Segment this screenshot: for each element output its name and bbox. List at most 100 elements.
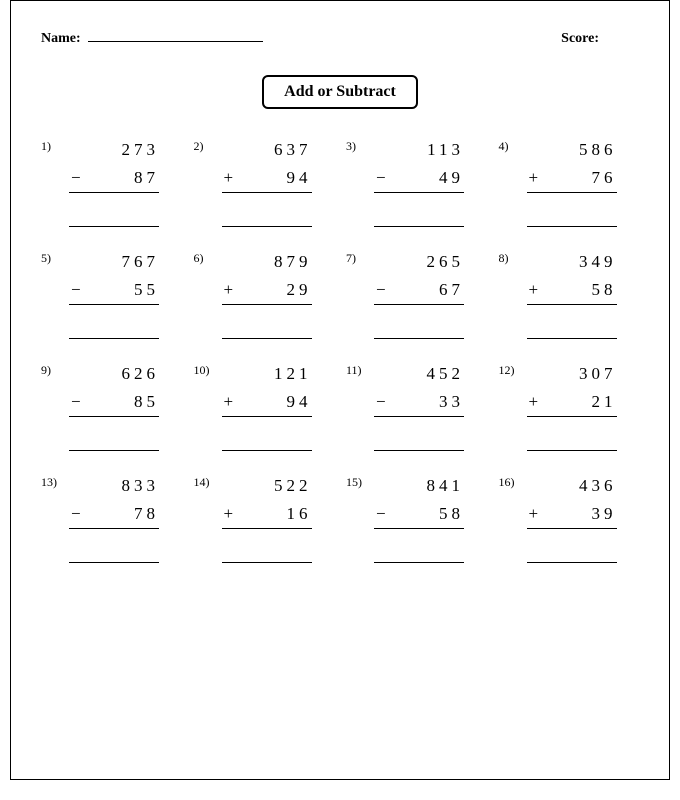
operand-top: 113 bbox=[374, 137, 464, 163]
name-blank-line[interactable] bbox=[88, 41, 263, 42]
problem: 6)879+29 bbox=[194, 249, 335, 339]
operator: − bbox=[69, 501, 81, 527]
operator: − bbox=[374, 501, 386, 527]
operand-bottom: 85 bbox=[134, 389, 159, 415]
problem-body: 833−78 bbox=[69, 473, 159, 563]
answer-line[interactable] bbox=[222, 197, 312, 227]
operand-bottom-row: −33 bbox=[374, 389, 464, 418]
problem: 8)349+58 bbox=[499, 249, 640, 339]
problem-number: 10) bbox=[194, 363, 210, 378]
operand-top: 265 bbox=[374, 249, 464, 275]
operand-bottom-row: +29 bbox=[222, 277, 312, 306]
problem-number: 12) bbox=[499, 363, 515, 378]
operand-top: 452 bbox=[374, 361, 464, 387]
operator: − bbox=[374, 389, 386, 415]
problem-number: 2) bbox=[194, 139, 204, 154]
problem-body: 879+29 bbox=[222, 249, 312, 339]
problem: 15)841−58 bbox=[346, 473, 487, 563]
operand-bottom-row: +94 bbox=[222, 389, 312, 418]
problem: 2) 637+94 bbox=[194, 137, 335, 227]
problem: 3) 113−49 bbox=[346, 137, 487, 227]
operand-bottom: 58 bbox=[439, 501, 464, 527]
operand-bottom-row: − 85 bbox=[69, 389, 159, 418]
operand-top: 307 bbox=[527, 361, 617, 387]
operand-bottom-row: +16 bbox=[222, 501, 312, 530]
problem-number: 3) bbox=[346, 139, 356, 154]
operand-bottom: 58 bbox=[592, 277, 617, 303]
answer-line[interactable] bbox=[374, 197, 464, 227]
answer-line[interactable] bbox=[69, 421, 159, 451]
problem: 7)265−67 bbox=[346, 249, 487, 339]
operand-bottom-row: +39 bbox=[527, 501, 617, 530]
problem: 12) 307+21 bbox=[499, 361, 640, 451]
answer-line[interactable] bbox=[222, 309, 312, 339]
operand-bottom: 29 bbox=[287, 277, 312, 303]
answer-line[interactable] bbox=[69, 197, 159, 227]
operand-bottom: 21 bbox=[592, 389, 617, 415]
problem: 11) 452−33 bbox=[346, 361, 487, 451]
operand-bottom: 39 bbox=[592, 501, 617, 527]
worksheet-title: Add or Subtract bbox=[262, 75, 418, 109]
answer-line[interactable] bbox=[527, 533, 617, 563]
operator: + bbox=[222, 277, 234, 303]
operand-top: 637 bbox=[222, 137, 312, 163]
problem-number: 1) bbox=[41, 139, 51, 154]
problem-number: 11) bbox=[346, 363, 362, 378]
problem-body: 113−49 bbox=[374, 137, 464, 227]
answer-line[interactable] bbox=[374, 309, 464, 339]
answer-line[interactable] bbox=[527, 309, 617, 339]
operand-bottom: 94 bbox=[287, 389, 312, 415]
name-field: Name: bbox=[41, 31, 263, 47]
problem-number: 9) bbox=[41, 363, 51, 378]
operand-bottom: 94 bbox=[287, 165, 312, 191]
answer-line[interactable] bbox=[69, 533, 159, 563]
operand-bottom-row: −49 bbox=[374, 165, 464, 194]
operator: − bbox=[69, 389, 81, 415]
problem-body: 349+58 bbox=[527, 249, 617, 339]
problem: 10) 121+94 bbox=[194, 361, 335, 451]
operand-bottom-row: +76 bbox=[527, 165, 617, 194]
operator: − bbox=[69, 277, 81, 303]
operator: + bbox=[527, 501, 539, 527]
header-row: Name: Score: bbox=[41, 31, 639, 47]
operand-top: 841 bbox=[374, 473, 464, 499]
problem-number: 13) bbox=[41, 475, 57, 490]
problem: 5)767−55 bbox=[41, 249, 182, 339]
problem-number: 16) bbox=[499, 475, 515, 490]
operator: + bbox=[222, 501, 234, 527]
operand-bottom-row: +58 bbox=[527, 277, 617, 306]
answer-line[interactable] bbox=[222, 421, 312, 451]
problem: 9) 626− 85 bbox=[41, 361, 182, 451]
answer-line[interactable] bbox=[374, 533, 464, 563]
problem: 13) 833−78 bbox=[41, 473, 182, 563]
problem-body: 522+16 bbox=[222, 473, 312, 563]
operand-bottom-row: −55 bbox=[69, 277, 159, 306]
problem-body: 452−33 bbox=[374, 361, 464, 451]
operator: + bbox=[527, 277, 539, 303]
problem: 1)273−87 bbox=[41, 137, 182, 227]
worksheet: Name: Score: Add or Subtract 1) 273 − 87 2) 6… bbox=[10, 0, 670, 780]
answer-line[interactable] bbox=[222, 533, 312, 563]
operand-top: 879 bbox=[222, 249, 312, 275]
operator: + bbox=[222, 165, 234, 191]
problem: 16) 436+39 bbox=[499, 473, 640, 563]
operand-bottom-row: +21 bbox=[527, 389, 617, 418]
operand-top: 436 bbox=[527, 473, 617, 499]
operator: − bbox=[374, 277, 386, 303]
answer-line[interactable] bbox=[69, 309, 159, 339]
operand-bottom: 16 bbox=[287, 501, 312, 527]
operand-top: 626 bbox=[69, 361, 159, 387]
problems-grid: 1)273−872)637+943)113−494)586+765)767−55… bbox=[41, 137, 639, 563]
operand-bottom: 87 bbox=[134, 165, 159, 191]
operand-top: 273 bbox=[69, 137, 159, 163]
problem-body: 626− 85 bbox=[69, 361, 159, 451]
answer-line[interactable] bbox=[374, 421, 464, 451]
answer-line[interactable] bbox=[527, 421, 617, 451]
operand-top: 121 bbox=[222, 361, 312, 387]
problem-body: 767−55 bbox=[69, 249, 159, 339]
title-wrap: Add or Subtract bbox=[41, 75, 639, 109]
problem-body: 637+94 bbox=[222, 137, 312, 227]
operator: + bbox=[222, 389, 234, 415]
answer-line[interactable] bbox=[527, 197, 617, 227]
operand-bottom: 76 bbox=[592, 165, 617, 191]
